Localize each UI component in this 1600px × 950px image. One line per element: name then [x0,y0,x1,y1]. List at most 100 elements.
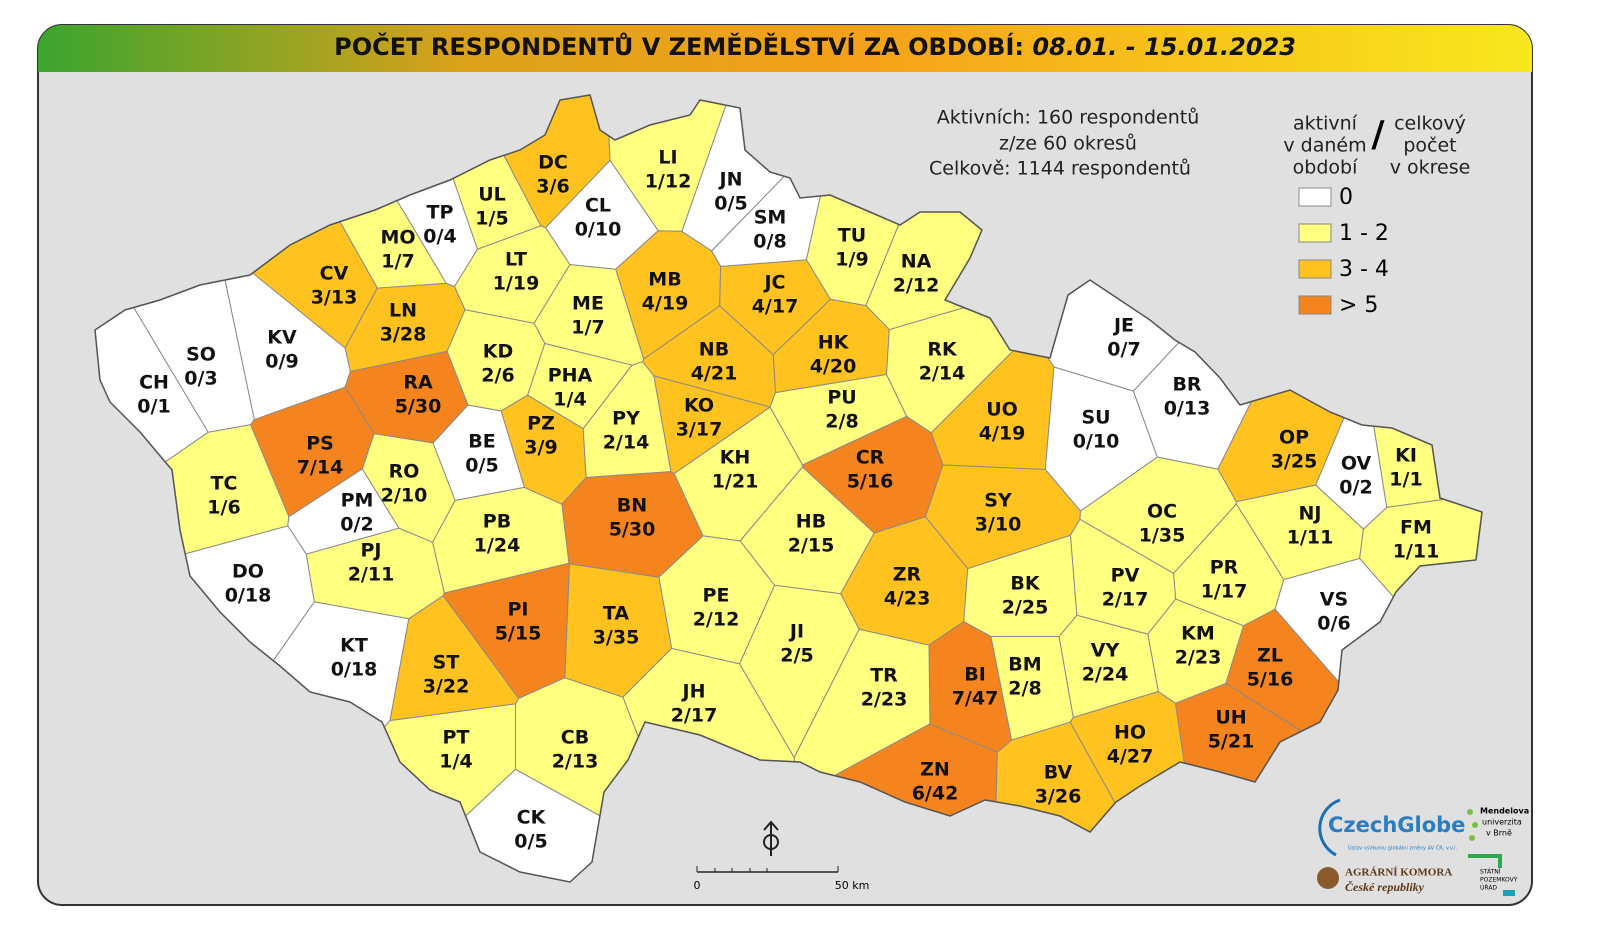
district-count: 2/17 [671,705,718,727]
country-outline [94,94,1483,883]
district-code: HO [1114,722,1146,744]
district-count: 1/7 [571,317,604,339]
district-code: PJ [361,540,382,562]
district-code: BK [1010,573,1040,595]
district-code: HK [818,332,850,354]
district-count: 2/25 [1002,597,1049,619]
district-count: 1/6 [207,497,240,519]
district-code: PR [1210,557,1239,579]
district-code: JC [762,272,785,294]
district-count: 4/23 [884,588,931,610]
district-count: 5/16 [1247,669,1294,691]
district-code: PZ [527,413,555,435]
district-code: LN [389,300,417,322]
district-code: CL [585,195,611,217]
district-code: TR [870,665,898,687]
district-count: 3/22 [423,676,470,698]
district-count: 1/5 [475,208,508,230]
district-count: 4/17 [752,296,799,318]
district-count: 1/35 [1139,525,1186,547]
district-code: BI [964,664,986,686]
logo-dot [1467,809,1473,815]
district-count: 7/47 [952,688,999,710]
district-count: 3/35 [593,627,640,649]
district-code: JH [681,681,706,703]
logo-agrarni-icon [1317,867,1339,889]
district-code: HB [796,511,826,533]
district-count: 2/24 [1082,664,1129,686]
logo-spu-mark [1468,854,1502,868]
summary-line: z/ze 60 okresů [999,133,1137,155]
district-count: 3/13 [311,287,358,309]
district-code: LT [505,249,527,271]
logo-mendel: Mendelova [1480,807,1529,816]
district-count: 5/30 [395,396,442,418]
district-count: 0/3 [184,368,217,390]
logo-czechglobe: CzechGlobe [1328,813,1465,837]
logo-czechglobe-sub: Ústav výzkumu globální změny AV ČR, v.v.… [1348,845,1458,852]
district-count: 2/23 [1175,647,1222,669]
district-count: 1/21 [712,471,759,493]
district-count: 0/18 [331,659,378,681]
district-code: UL [478,184,506,206]
district-code: PI [508,599,529,621]
district-code: KM [1181,623,1215,645]
district-count: 1/1 [1389,469,1422,491]
logo-spu: ÚŘAD [1480,884,1497,892]
scale-label: 0 [694,879,701,892]
summary-line: Aktivních: 160 respondentů [937,107,1200,129]
district-code: DC [538,152,568,174]
district-map [94,94,1483,883]
district-count: 0/5 [714,193,747,215]
district-code: BV [1044,762,1073,784]
logo-mendel: univerzita [1482,818,1522,827]
district-code: MO [380,227,415,249]
district-code: OC [1147,501,1177,523]
district-code: KH [720,447,751,469]
district-code: BN [617,495,647,517]
title-bar [38,25,1532,72]
district-count: 3/10 [975,514,1022,536]
district-count: 4/27 [1107,746,1154,768]
district-count: 1/7 [381,251,414,273]
north-arrow-circle [763,834,779,850]
legend-swatch [1298,187,1332,207]
district-count: 2/10 [381,485,428,507]
district-count: 3/6 [536,176,569,198]
district-count: 2/8 [1008,678,1041,700]
district-code: NB [699,339,729,361]
title-period: 08.01. - 15.01.2023 [1032,33,1296,61]
logos: CzechGlobe Ústav výzkumu globální změny … [1317,798,1529,896]
district-count: 2/8 [825,411,858,433]
district-code: KT [340,635,368,657]
logo-spu: POZEMKOVÝ [1480,877,1518,884]
legend-heading: období [1293,157,1358,179]
district-code: ME [572,293,604,315]
district-code: FM [1400,517,1432,539]
legend-label: 1 - 2 [1339,221,1389,246]
title: POČET RESPONDENTŮ V ZEMĚDĚLSTVÍ ZA OBDOB… [334,31,1296,61]
district-count: 0/2 [340,514,373,536]
district-code: LI [658,147,677,169]
district-count: 1/17 [1201,581,1248,603]
district-count: 0/5 [514,831,547,853]
district-count: 1/24 [474,535,521,557]
district-count: 2/6 [481,365,514,387]
district-count: 3/25 [1271,451,1318,473]
district-count: 7/14 [297,457,344,479]
district-code: SU [1081,407,1110,429]
district-count: 2/17 [1102,589,1149,611]
district-code: KV [267,327,297,349]
north-arrow-head [763,820,779,831]
legend-heading: v daném [1283,135,1366,157]
district-count: 1/9 [835,249,868,271]
scale-bar: 0 50 km [694,866,869,892]
district-count: 3/9 [524,437,557,459]
district-count: 0/4 [423,226,456,248]
district-code: CK [517,807,547,829]
district-count: 2/23 [861,689,908,711]
district-count: 2/12 [693,609,740,631]
district-code: PHA [548,365,593,387]
district-code: JI [788,621,804,643]
